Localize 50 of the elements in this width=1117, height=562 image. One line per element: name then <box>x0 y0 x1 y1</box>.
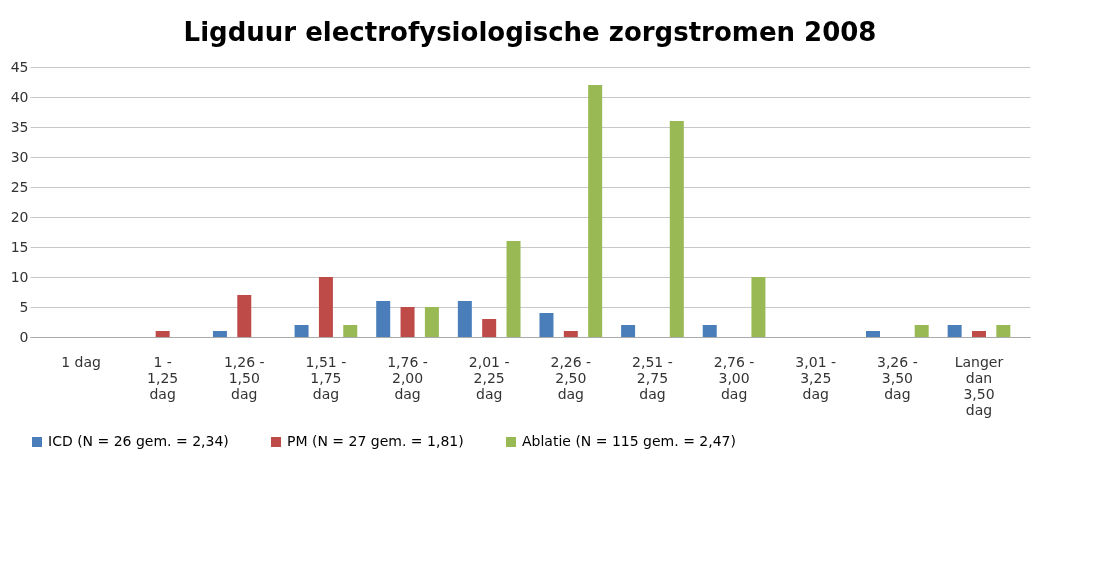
bar <box>866 331 880 337</box>
bar <box>996 325 1011 337</box>
x-tick-label: 2,26 - 2,50 dag <box>550 353 592 402</box>
bar <box>424 307 439 337</box>
bar <box>669 121 684 337</box>
x-tick-label: Langer dan 3,50 dag <box>954 353 1004 418</box>
bar <box>343 325 358 337</box>
bar <box>155 331 170 337</box>
chart-title: Ligduur electrofysiologische zorgstromen 2008 <box>183 17 877 47</box>
bar <box>237 295 252 337</box>
x-tick-label: 1,76 - 2,00 dag <box>387 353 428 402</box>
bar <box>751 277 766 337</box>
legend-label: Ablatie (N = 115 gem. = 2,47) <box>522 433 736 449</box>
y-tick-label: 30 <box>10 148 29 165</box>
bar <box>294 325 309 337</box>
bar <box>482 319 497 337</box>
x-tick-label: 2,01 - 2,25 dag <box>468 353 510 402</box>
y-tick-label: 35 <box>10 118 29 135</box>
bar <box>971 331 986 337</box>
y-tick-label: 10 <box>10 268 29 285</box>
legend-label: ICD (N = 26 gem. = 2,34) <box>48 433 229 449</box>
bar <box>539 313 554 337</box>
x-tick-label: 1,26 - 1,50 dag <box>223 353 265 402</box>
bar <box>588 85 603 337</box>
bar <box>947 325 962 337</box>
x-tick-label: 2,76 - 3,00 dag <box>713 353 755 402</box>
y-tick-label: 0 <box>19 328 29 345</box>
y-tick-label: 40 <box>10 88 29 105</box>
bar <box>702 325 717 337</box>
x-tick-label: 2,51 - 2,75 dag <box>632 353 673 402</box>
bar <box>457 301 472 337</box>
legend-label: PM (N = 27 gem. = 1,81) <box>287 433 464 449</box>
x-tick-label: 3,26 - 3,50 dag <box>877 353 918 402</box>
y-tick-label: 15 <box>10 238 29 255</box>
y-tick-label: 20 <box>10 208 29 225</box>
bar <box>563 331 578 337</box>
bar <box>212 331 227 337</box>
y-tick-label: 25 <box>10 178 29 195</box>
y-tick-label: 45 <box>10 58 29 75</box>
x-tick-label: 1,51 - 1,75 dag <box>305 353 347 402</box>
bar <box>318 277 333 337</box>
bar <box>376 301 391 337</box>
bar <box>914 325 929 337</box>
y-tick-label: 5 <box>19 298 29 315</box>
bar <box>400 307 415 337</box>
bar <box>506 241 521 337</box>
bar <box>621 325 636 337</box>
x-tick-label: 1 - 1,25 dag <box>147 353 179 402</box>
x-tick-label: 3,01 - 3,25 dag <box>795 353 837 402</box>
x-tick-label: 1 dag <box>61 353 101 370</box>
